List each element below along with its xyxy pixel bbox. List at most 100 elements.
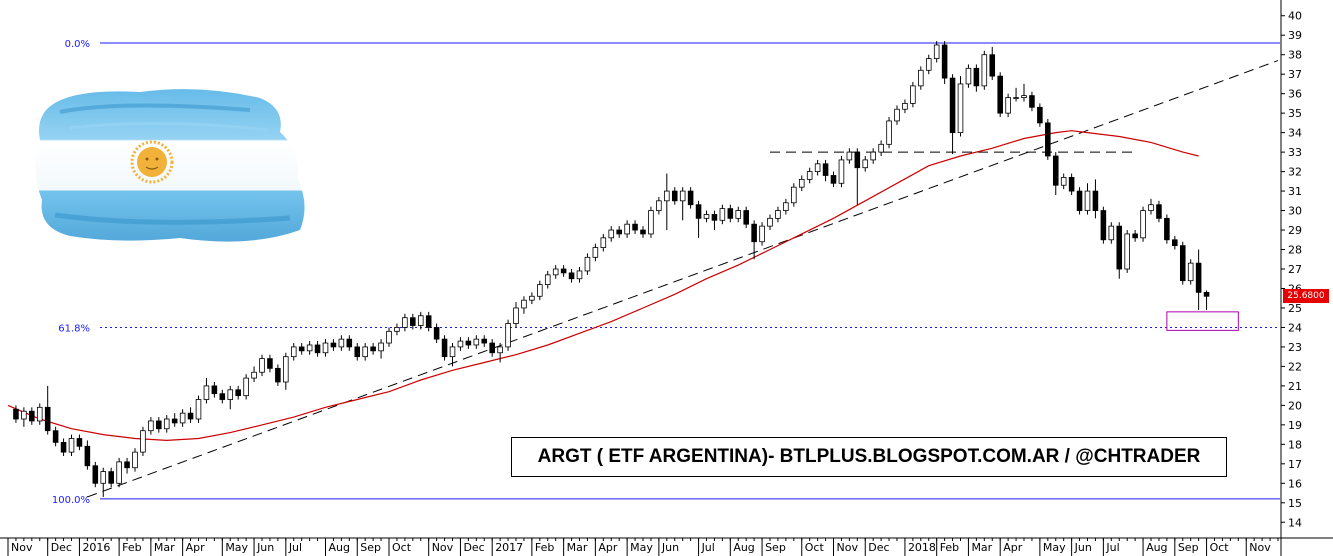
candle-body-down (1068, 177, 1075, 192)
candle (751, 220, 757, 260)
candle-body-down (235, 389, 241, 397)
candle (457, 337, 464, 351)
candle (52, 426, 59, 447)
candle-body-up (1140, 210, 1146, 239)
candle-body-down (13, 408, 19, 420)
candle (1116, 222, 1123, 279)
candle (806, 167, 813, 184)
candle-body-up (767, 217, 773, 227)
x-tick-label: Oct (1210, 541, 1230, 554)
candle-body-down (743, 210, 749, 225)
candle (21, 407, 27, 427)
candle (1013, 87, 1019, 102)
candle (521, 296, 527, 314)
x-tick-label: Sep (360, 541, 381, 554)
candle-body-down (29, 410, 35, 422)
candle (1164, 214, 1170, 244)
candle (711, 210, 718, 231)
candle-body-down (346, 338, 353, 348)
candle-body-up (1124, 233, 1130, 270)
candle-body-up (21, 410, 27, 420)
candle (473, 335, 480, 349)
candle (132, 448, 138, 472)
candle (235, 385, 241, 400)
candle-body-up (378, 342, 384, 352)
candle (219, 389, 226, 404)
candle-body-down (465, 340, 472, 346)
candle-body-down (854, 151, 861, 169)
candle (1092, 179, 1099, 219)
y-tick-label: 38 (1288, 49, 1302, 62)
candle-body-down (60, 441, 67, 453)
x-tick-label: Feb (122, 541, 141, 554)
x-tick-label: May (1043, 541, 1066, 554)
candle (92, 461, 99, 488)
candle (449, 343, 456, 367)
candle (171, 413, 178, 427)
candle (1068, 173, 1075, 195)
candle-body-down (560, 268, 567, 274)
candle-body-down (830, 175, 837, 184)
candle (203, 378, 210, 404)
candle-body-down (267, 358, 273, 369)
candle-body-up (894, 108, 900, 122)
candle-body-up (362, 346, 368, 358)
candle (124, 457, 130, 474)
candle (465, 337, 472, 349)
candle-body-up (36, 406, 43, 422)
x-tick-label: Aug (1146, 541, 1167, 554)
y-tick-label: 28 (1288, 244, 1302, 257)
candle (640, 226, 646, 238)
candle-body-up (664, 190, 670, 202)
candle (378, 339, 384, 359)
x-tick-label: Sep (765, 541, 786, 554)
candle-body-up (394, 327, 400, 332)
candle (1076, 187, 1083, 215)
candle-body-up (148, 420, 154, 432)
candle-body-up (116, 461, 122, 484)
candle (1005, 93, 1011, 118)
x-tick-label: 2018 (908, 541, 936, 554)
candle-body-up (243, 377, 249, 397)
x-tick-label: Dec (868, 541, 889, 554)
candle (743, 206, 749, 229)
candle-body-up (902, 103, 908, 110)
candle (735, 206, 742, 223)
candle-body-down (1092, 190, 1099, 211)
candle (330, 339, 337, 351)
candle (791, 183, 797, 207)
candle (108, 467, 114, 488)
y-tick-label: 15 (1288, 497, 1302, 510)
candle (370, 343, 376, 355)
y-tick-label: 24 (1288, 321, 1302, 334)
candle (195, 395, 202, 423)
candle-body-up (759, 225, 765, 243)
candle (1060, 173, 1067, 190)
candle (13, 405, 19, 423)
candle-body-up (703, 214, 710, 219)
candle-body-up (529, 295, 535, 301)
candle-body-up (918, 69, 924, 87)
candle-body-down (211, 385, 218, 395)
candle (632, 220, 638, 234)
candle-body-down (1029, 95, 1035, 108)
candle-body-down (481, 338, 488, 344)
candle (886, 117, 892, 149)
candle (910, 81, 916, 108)
x-tick-label: Jul (701, 541, 715, 554)
candle (36, 403, 43, 425)
candle-body-down (489, 342, 495, 354)
candle (441, 335, 448, 361)
x-tick-label: Feb (940, 541, 959, 554)
candle (656, 196, 662, 215)
candle (1045, 118, 1051, 160)
candle-body-up (862, 159, 869, 169)
candle-body-up (140, 430, 146, 453)
x-tick-label: Oct (392, 541, 412, 554)
candle-body-up (878, 143, 884, 153)
candle (251, 366, 257, 382)
candle-body-up (576, 270, 583, 280)
candle-body-up (402, 317, 408, 328)
candle (1203, 290, 1210, 310)
candle-body-down (973, 67, 980, 87)
